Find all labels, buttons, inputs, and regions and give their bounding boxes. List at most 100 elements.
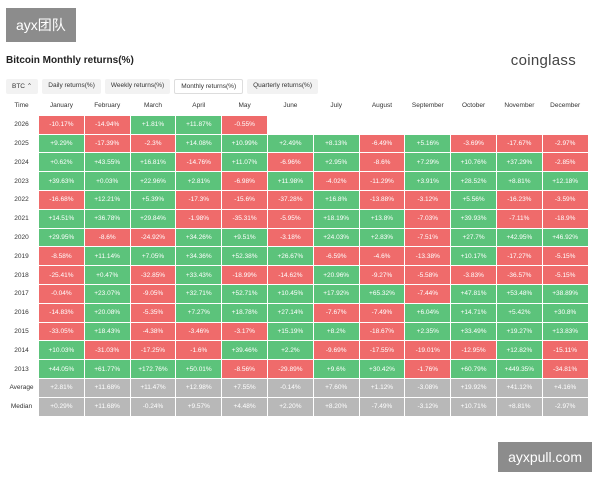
return-cell: -18.67% xyxy=(359,322,405,341)
return-cell: +12.18% xyxy=(542,172,588,190)
tab[interactable]: Monthly returns(%) xyxy=(174,79,244,94)
return-cell: +7.05% xyxy=(130,247,176,266)
return-cell: +52.38% xyxy=(222,247,267,266)
asset-select[interactable]: BTC ⌃ xyxy=(6,79,39,94)
return-cell: -2.3% xyxy=(130,134,176,153)
column-header: January xyxy=(39,97,84,115)
return-cell: +22.96% xyxy=(130,172,176,190)
return-cell: +39.46% xyxy=(222,341,267,360)
return-cell: +2.81% xyxy=(176,172,222,190)
return-cell: +1.12% xyxy=(359,378,405,397)
column-header: February xyxy=(84,97,130,115)
brand: coinglass xyxy=(510,52,576,69)
row-label: 2024 xyxy=(5,153,38,172)
return-cell: +60.79% xyxy=(451,360,496,378)
return-cell: +29.95% xyxy=(39,228,84,247)
return-cell: +8.13% xyxy=(313,134,359,153)
return-cell: +11.14% xyxy=(84,247,130,266)
return-cell: +24.03% xyxy=(313,228,359,247)
return-cell: -2.97% xyxy=(542,397,588,416)
return-cell: +14.51% xyxy=(39,209,84,228)
return-cell: +5.42% xyxy=(496,303,542,322)
return-cell: -4.6% xyxy=(359,247,405,266)
return-cell: -0.24% xyxy=(130,397,176,416)
column-header: August xyxy=(359,97,405,115)
return-cell: -34.81% xyxy=(542,360,588,378)
return-cell: -3.17% xyxy=(222,322,267,341)
return-cell: +12.21% xyxy=(84,190,130,209)
return-cell: +10.71% xyxy=(451,397,496,416)
return-cell: -3.83% xyxy=(451,266,496,284)
return-cell: +2.95% xyxy=(313,153,359,172)
column-header: June xyxy=(267,97,313,115)
return-cell: +11.68% xyxy=(84,378,130,397)
return-cell: -8.6% xyxy=(84,228,130,247)
tab[interactable]: Weekly returns(%) xyxy=(104,79,171,94)
return-cell: +20.08% xyxy=(84,303,130,322)
tab[interactable]: Quarterly returns(%) xyxy=(247,79,318,94)
return-cell: +449.35% xyxy=(496,360,542,378)
return-cell: -3.69% xyxy=(451,134,496,153)
row-label: 2016 xyxy=(5,303,38,322)
row-label: 2026 xyxy=(5,115,38,134)
return-cell: -33.05% xyxy=(39,322,84,341)
return-cell: +19.27% xyxy=(496,322,542,341)
return-cell: -18.99% xyxy=(222,266,267,284)
return-cell: -6.96% xyxy=(267,153,313,172)
row-label: 2025 xyxy=(5,134,38,153)
row-label: 2019 xyxy=(5,247,38,266)
return-cell: +42.95% xyxy=(496,228,542,247)
return-cell: -13.88% xyxy=(359,190,405,209)
column-header: December xyxy=(542,97,588,115)
return-cell: +11.68% xyxy=(84,397,130,416)
return-cell: -14.62% xyxy=(267,266,313,284)
return-cell: +9.51% xyxy=(222,228,267,247)
return-cell: +18.78% xyxy=(222,303,267,322)
tab[interactable]: Daily returns(%) xyxy=(42,79,101,94)
return-cell: -8.6% xyxy=(359,153,405,172)
return-cell: +4.48% xyxy=(222,397,267,416)
return-cell: -13.38% xyxy=(405,247,451,266)
return-cell: +0.03% xyxy=(84,172,130,190)
watermark: ayx团队 xyxy=(6,8,76,42)
return-cell: -8.58% xyxy=(39,247,84,266)
return-cell: -15.11% xyxy=(542,341,588,360)
return-cell: -1.76% xyxy=(405,360,451,378)
title: Bitcoin Monthly returns(%) xyxy=(6,55,134,66)
row-label: 2022 xyxy=(5,190,38,209)
row-label: 2017 xyxy=(5,284,38,303)
return-cell: -7.51% xyxy=(405,228,451,247)
return-cell: -14.83% xyxy=(39,303,84,322)
return-cell: -1.98% xyxy=(176,209,222,228)
return-cell: +2.49% xyxy=(267,134,313,153)
return-cell: +52.71% xyxy=(222,284,267,303)
return-cell: +4.16% xyxy=(542,378,588,397)
column-header: March xyxy=(130,97,176,115)
return-cell: +27.14% xyxy=(267,303,313,322)
return-cell: +9.6% xyxy=(313,360,359,378)
return-cell: +16.8% xyxy=(313,190,359,209)
return-cell: +7.27% xyxy=(176,303,222,322)
return-cell: -9.69% xyxy=(313,341,359,360)
return-cell: +34.26% xyxy=(176,228,222,247)
column-header: May xyxy=(222,97,267,115)
return-cell: +43.55% xyxy=(84,153,130,172)
return-cell: +8.81% xyxy=(496,172,542,190)
return-cell: +8.20% xyxy=(313,397,359,416)
return-cell: +3.91% xyxy=(405,172,451,190)
return-cell: -36.57% xyxy=(496,266,542,284)
return-cell: -1.6% xyxy=(176,341,222,360)
return-cell: -15.6% xyxy=(222,190,267,209)
empty-cell xyxy=(405,115,451,134)
return-cell: +28.52% xyxy=(451,172,496,190)
return-cell: +2.2% xyxy=(267,341,313,360)
return-cell: -7.03% xyxy=(405,209,451,228)
return-cell: -17.25% xyxy=(130,341,176,360)
row-label: 2014 xyxy=(5,341,38,360)
empty-cell xyxy=(267,115,313,134)
returns-table: Time January February March April May June July… xyxy=(5,97,588,416)
return-cell: +32.71% xyxy=(176,284,222,303)
return-cell: -14.76% xyxy=(176,153,222,172)
return-cell: -7.49% xyxy=(359,397,405,416)
return-cell: +39.63% xyxy=(39,172,84,190)
